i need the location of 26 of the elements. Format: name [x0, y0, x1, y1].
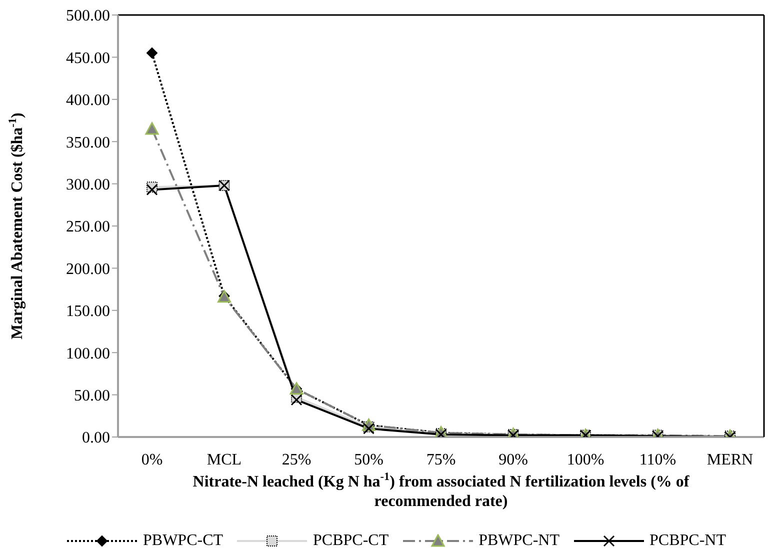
- y-tick-label: 350.00: [66, 134, 110, 152]
- x-tick-label: 0%: [141, 451, 163, 468]
- y-tick-label: 500.00: [66, 8, 110, 25]
- point: [145, 122, 159, 135]
- y-tick-label: 450.00: [66, 50, 110, 67]
- x-tick-label: 25%: [282, 451, 312, 468]
- legend-label: PCBPC-CT: [313, 532, 389, 550]
- x-tick-label: 90%: [498, 451, 528, 468]
- x-tick-label: 75%: [426, 451, 456, 468]
- x-tick-label: MERN: [706, 451, 754, 468]
- y-tick-label: 50.00: [74, 387, 110, 404]
- x-tick-label: MCL: [206, 451, 242, 468]
- x-tick-label: 110%: [639, 451, 676, 468]
- legend-label: PBWPC-NT: [478, 532, 560, 550]
- y-tick-label: 400.00: [66, 92, 110, 110]
- y-tick-label: 250.00: [66, 218, 110, 236]
- y-tick-label: 0.00: [82, 430, 110, 447]
- y-tick-label: 300.00: [66, 176, 110, 194]
- legend-label: PBWPC-CT: [143, 532, 224, 550]
- legend-label: PCBPC-NT: [650, 532, 726, 550]
- x-tick-label: 100%: [566, 451, 604, 468]
- y-tick-label: 100.00: [66, 345, 110, 362]
- x-tick-label: 50%: [354, 451, 384, 468]
- y-tick-label: 150.00: [66, 303, 110, 320]
- x-axis-title: Nitrate-N leached (Kg N ha$^{-1}$) from associated N fertilization levels (% of recommended rate): [192, 471, 690, 510]
- y-tick-label: 200.00: [66, 260, 110, 278]
